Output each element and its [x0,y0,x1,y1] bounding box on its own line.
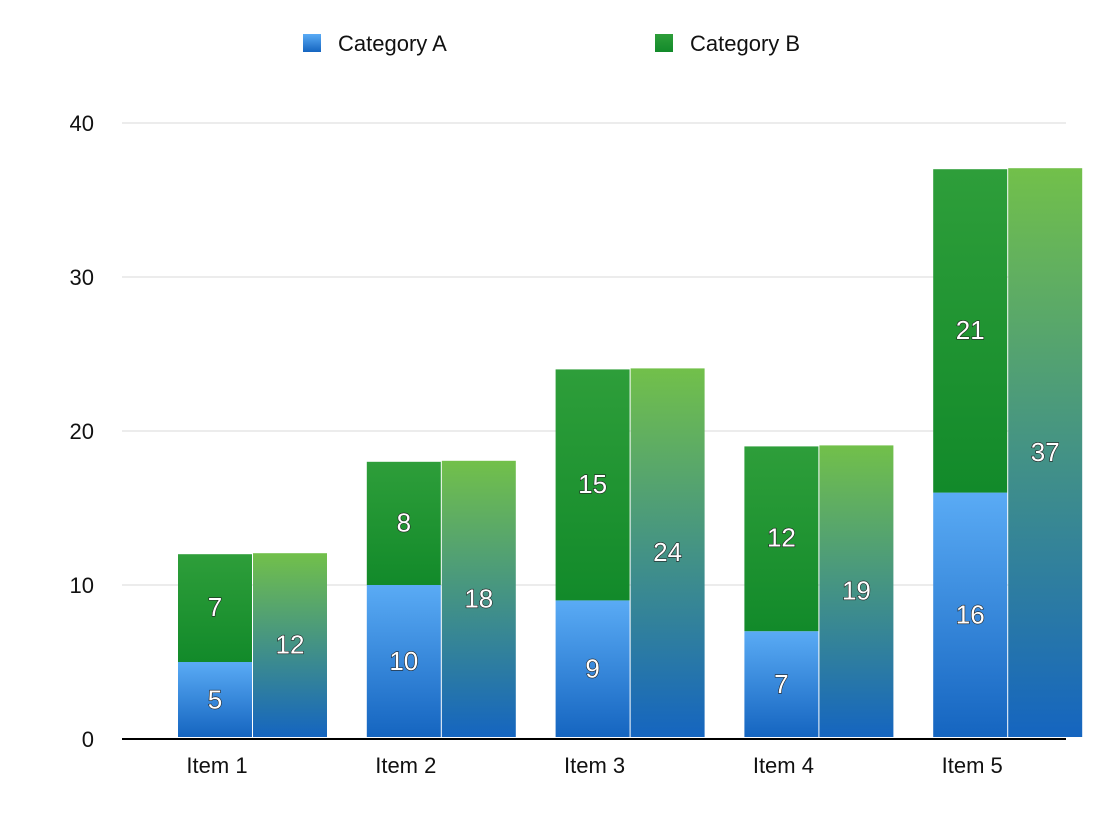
bar-total [630,368,705,737]
bar-category-a [366,585,441,737]
data-label-category-b: 15 [578,469,607,499]
data-labels: 5 7 12 10 8 18 9 15 24 7 12 19 16 21 37 [207,314,1060,715]
bar-category-a [555,600,630,737]
data-label-category-b: 7 [208,592,222,622]
y-tick-label: 10 [70,573,94,598]
bar-total [441,460,516,737]
legend: Category A Category B [303,31,800,56]
data-label-total: 12 [276,629,305,659]
bar-category-a [178,662,252,737]
data-label-category-a: 10 [389,646,418,676]
data-label-category-b: 21 [956,315,985,345]
data-label-category-b: 8 [397,507,411,537]
bar-category-b [178,554,252,662]
data-label-total: 19 [842,576,871,606]
data-label-category-b: 12 [767,523,796,553]
legend-label: Category A [338,31,447,56]
x-tick-label: Item 5 [942,753,1003,778]
bar-total [253,553,327,737]
x-tick-label: Item 4 [753,753,814,778]
legend-swatch [655,34,673,52]
bar-category-a [744,631,819,737]
x-axis-labels: Item 1 Item 2 Item 3 Item 4 Item 5 [186,753,1002,778]
data-label-category-a: 16 [956,600,985,630]
y-tick-label: 30 [70,265,94,290]
y-tick-label: 0 [82,727,94,752]
bar-category-b [933,169,1008,493]
legend-swatch [303,34,321,52]
bar-total [1008,168,1083,737]
data-label-total: 37 [1031,437,1060,467]
data-label-total: 18 [464,583,493,613]
y-axis-ticks: 0 10 20 30 40 [70,111,94,752]
bar-total [819,445,894,737]
y-tick-label: 40 [70,111,94,136]
bar-category-b [555,369,630,601]
bar-category-a [933,492,1008,737]
bar-category-b [366,461,441,585]
data-label-category-a: 9 [585,654,599,684]
x-tick-label: Item 2 [375,753,436,778]
legend-label: Category B [690,31,800,56]
data-label-category-a: 7 [774,669,788,699]
data-label-total: 24 [653,537,682,567]
bars [178,168,1083,737]
y-tick-label: 20 [70,419,94,444]
bar-category-b [744,446,819,632]
x-tick-label: Item 3 [564,753,625,778]
data-label-category-a: 5 [208,684,222,714]
x-tick-label: Item 1 [186,753,247,778]
